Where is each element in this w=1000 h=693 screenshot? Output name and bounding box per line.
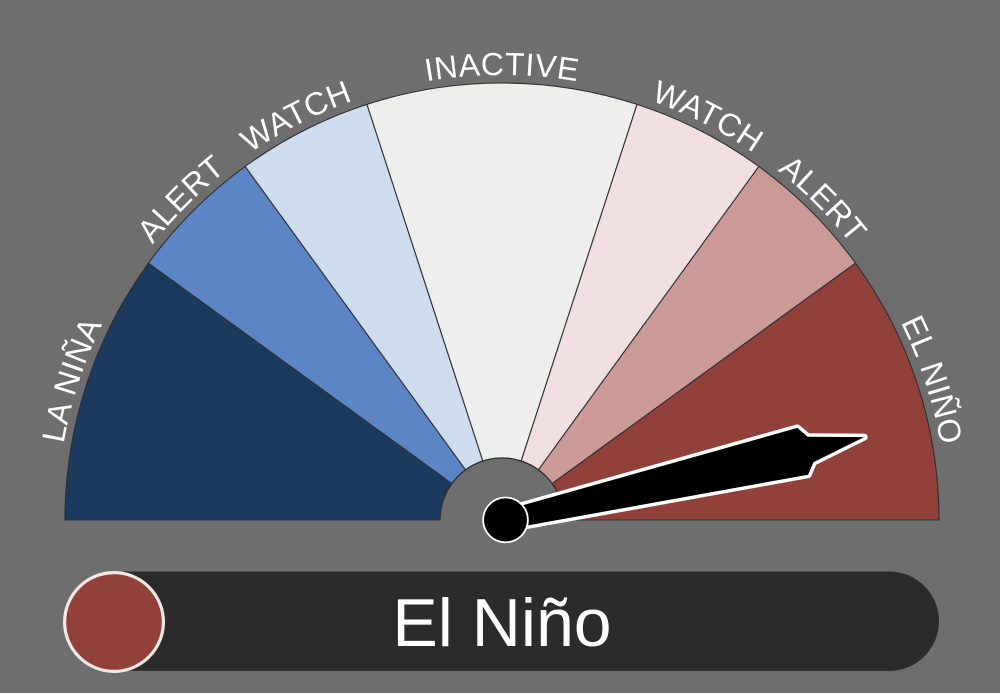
svg-text:El Niño: El Niño bbox=[392, 585, 611, 661]
